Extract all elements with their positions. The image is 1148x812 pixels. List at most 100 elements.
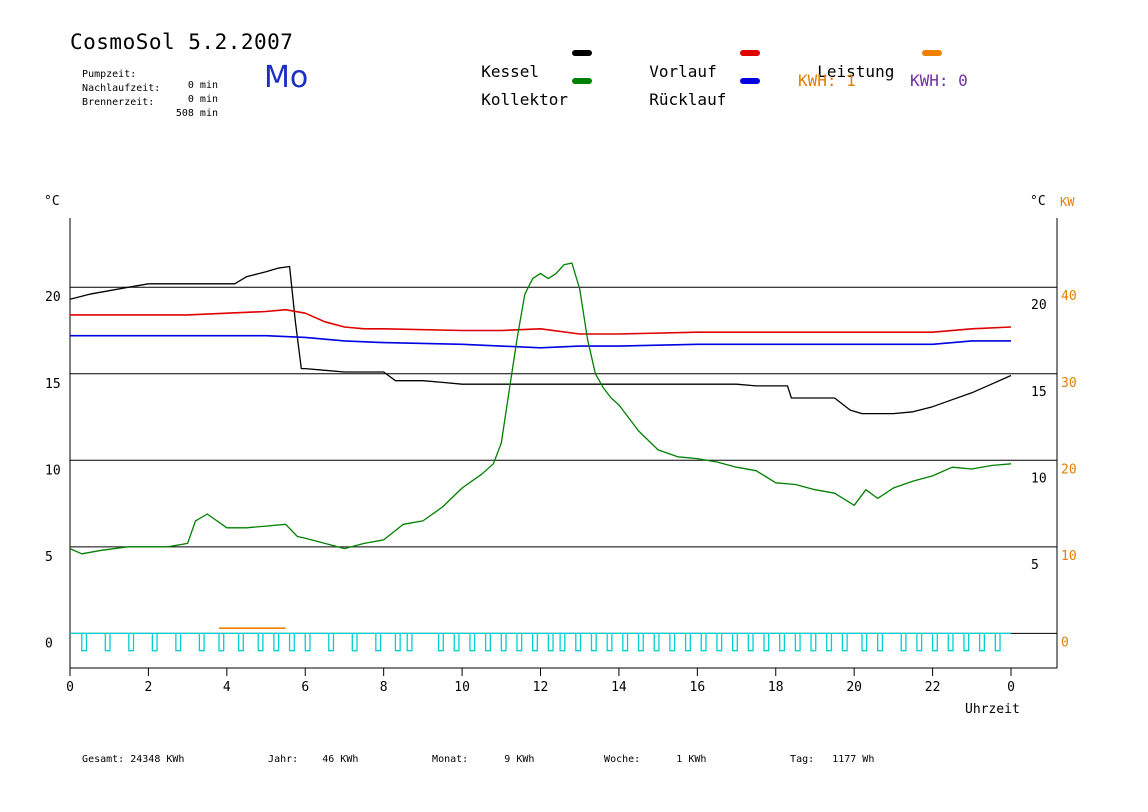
pulse-mark bbox=[606, 633, 613, 652]
pulse-mark bbox=[257, 633, 264, 652]
info-value: 508 min bbox=[175, 108, 218, 119]
footer-tag: Tag: 1177 Wh bbox=[778, 743, 874, 765]
x-tick-label: 14 bbox=[611, 680, 627, 695]
y-left-unit: °C bbox=[44, 194, 60, 209]
footer-label: Gesamt: bbox=[82, 754, 125, 765]
pulse-mark bbox=[394, 633, 401, 652]
pulse-mark bbox=[931, 633, 938, 652]
pulse-mark bbox=[328, 633, 335, 652]
pulse-mark bbox=[637, 633, 644, 652]
y-right-tick-label: 15 bbox=[1031, 385, 1047, 400]
footer-monat: Monat: 9 KWh bbox=[420, 743, 534, 765]
pulse-mark bbox=[779, 633, 786, 652]
pulse-mark bbox=[731, 633, 738, 652]
pulse-mark bbox=[437, 633, 444, 652]
pulse-mark bbox=[841, 633, 848, 652]
legend-swatch-kessel bbox=[572, 50, 592, 56]
y-left-tick-label: 20 bbox=[45, 290, 61, 305]
footer-gesamt: Gesamt: 24348 KWh bbox=[70, 743, 184, 765]
pulse-mark bbox=[826, 633, 833, 652]
info-brennerzeit: Brennerzeit: 508 min bbox=[70, 86, 218, 119]
pulse-mark bbox=[622, 633, 629, 652]
label-layer: 0 2 4 6 8 10 12 14 16 18 20 22 0 0 5 10 15 20 5 10 15 20 0 10 20… bbox=[45, 289, 1077, 695]
legend-label: Kollektor bbox=[481, 90, 568, 109]
pulse-mark bbox=[273, 633, 280, 652]
legend-kessel: Kessel bbox=[462, 43, 539, 81]
legend-kwh-0: KWH: 0 bbox=[910, 71, 968, 90]
pulse-mark bbox=[453, 633, 460, 652]
y-left-tick-label: 0 bbox=[45, 636, 53, 651]
pulse-mark bbox=[861, 633, 868, 652]
pulse-mark bbox=[469, 633, 476, 652]
x-tick-label: 0 bbox=[1007, 680, 1015, 695]
info-pumpzeit: Pumpzeit: 0 min bbox=[70, 58, 218, 91]
footer-value: 46 KWh bbox=[322, 754, 359, 765]
pulse-mark bbox=[198, 633, 205, 652]
y-right-tick-label: 20 bbox=[1031, 298, 1047, 313]
y-kw-tick-label: 20 bbox=[1061, 462, 1077, 477]
x-tick-label: 16 bbox=[690, 680, 706, 695]
pulse-mark bbox=[104, 633, 111, 652]
y-left-tick-label: 15 bbox=[45, 377, 61, 392]
y-right-tick-label: 10 bbox=[1031, 471, 1047, 486]
x-tick-label: 0 bbox=[66, 680, 74, 695]
pulse-mark bbox=[963, 633, 970, 652]
legend-label: Kessel bbox=[481, 62, 540, 81]
pulse-mark bbox=[978, 633, 985, 652]
footer-label: Woche: bbox=[604, 754, 641, 765]
x-tick-label: 8 bbox=[380, 680, 388, 695]
pulse-mark bbox=[351, 633, 358, 652]
x-tick-label: 22 bbox=[925, 680, 941, 695]
x-tick-label: 18 bbox=[768, 680, 784, 695]
chart-title: CosmoSol 5.2.2007 bbox=[70, 30, 294, 54]
y-left-tick-label: 10 bbox=[45, 463, 61, 478]
footer-value: 24348 KWh bbox=[130, 754, 185, 765]
y-left-tick-label: 5 bbox=[45, 550, 53, 565]
pulse-mark bbox=[747, 633, 754, 652]
legend-swatch-kollektor bbox=[572, 78, 592, 84]
footer-value: 9 KWh bbox=[504, 754, 535, 765]
pulse-mark bbox=[700, 633, 707, 652]
pulse-mark bbox=[947, 633, 954, 652]
pulse-mark bbox=[653, 633, 660, 652]
legend-label: Rücklauf bbox=[649, 90, 727, 109]
legend-swatch-ruecklauf bbox=[740, 78, 760, 84]
pulse-mark bbox=[288, 633, 295, 652]
y-right-tick-label: 5 bbox=[1031, 558, 1039, 573]
pulse-mark bbox=[375, 633, 382, 652]
series-layer bbox=[69, 262, 1012, 652]
pulse-mark bbox=[81, 633, 88, 652]
pulse-mark bbox=[810, 633, 817, 652]
pulse-mark bbox=[484, 633, 491, 652]
pulse-mark bbox=[716, 633, 723, 652]
legend-label: Leistung bbox=[817, 62, 895, 81]
pulse-mark bbox=[877, 633, 884, 652]
pulse-mark bbox=[994, 633, 1001, 652]
pulse-mark bbox=[151, 633, 158, 652]
legend-vorlauf: Vorlauf bbox=[630, 43, 716, 81]
info-value: 0 min bbox=[187, 94, 218, 105]
pulse-mark bbox=[559, 633, 566, 652]
grid-layer bbox=[70, 286, 1057, 634]
series-line-kollektor bbox=[69, 262, 1012, 555]
x-tick-label: 6 bbox=[301, 680, 309, 695]
legend-swatch-leistung bbox=[922, 50, 942, 56]
x-tick-label: 10 bbox=[454, 680, 470, 695]
pulse-mark bbox=[218, 633, 225, 652]
x-tick-label: 2 bbox=[145, 680, 153, 695]
series-line-kessel bbox=[69, 265, 1012, 415]
pulse-mark bbox=[763, 633, 770, 652]
pulse-mark bbox=[175, 633, 182, 652]
weekday-label: Mo bbox=[264, 60, 309, 95]
y-right-unit: °C bbox=[1030, 194, 1046, 209]
y-kw-tick-label: 40 bbox=[1061, 289, 1077, 304]
pulse-mark bbox=[916, 633, 923, 652]
series-line-ruecklauf bbox=[70, 334, 1011, 349]
axis-layer bbox=[69, 218, 1058, 676]
pulse-mark bbox=[669, 633, 676, 652]
info-nachlaufzeit: Nachlaufzeit: 0 min bbox=[70, 72, 218, 105]
x-tick-label: 4 bbox=[223, 680, 231, 695]
pulse-mark bbox=[128, 633, 135, 652]
x-axis-label: Uhrzeit bbox=[965, 702, 1020, 717]
